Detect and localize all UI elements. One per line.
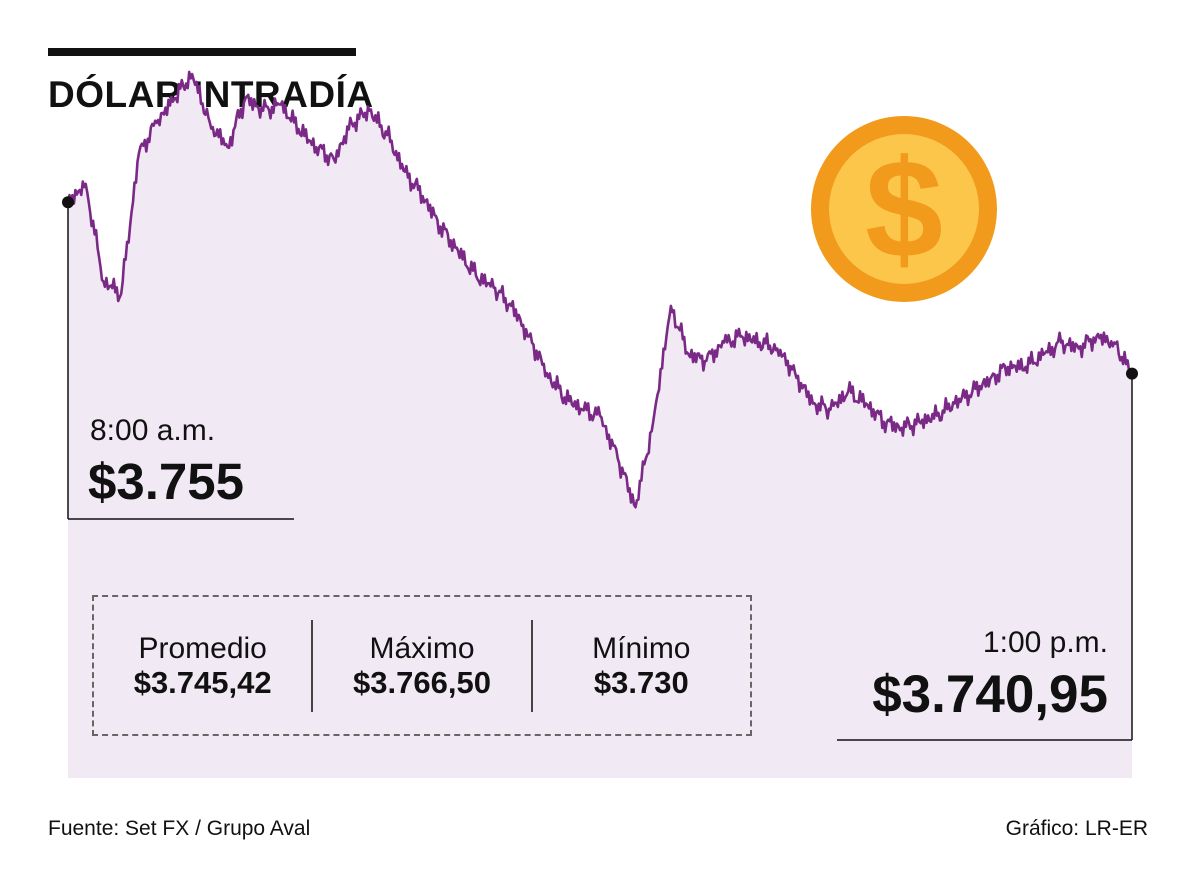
source-note: Fuente: Set FX / Grupo Aval xyxy=(48,817,311,840)
stat-max: Máximo $3.766,50 xyxy=(313,632,530,700)
price-area xyxy=(68,71,1132,778)
stat-min-label: Mínimo xyxy=(592,631,691,665)
stat-average-label: Promedio xyxy=(138,631,267,665)
stat-average: Promedio $3.745,42 xyxy=(94,632,311,700)
chart-title: DÓLAR INTRADÍA xyxy=(48,74,374,115)
start-point xyxy=(62,196,74,209)
stat-divider xyxy=(530,619,533,712)
stats-box: Promedio $3.745,42 Máximo $3.766,50 Míni… xyxy=(92,595,752,736)
stat-average-value: $3.745,42 xyxy=(133,664,272,700)
end-price-value: $3.740,95 xyxy=(872,665,1108,724)
stat-min-value: $3.730 xyxy=(593,664,689,700)
stat-max-value: $3.766,50 xyxy=(353,664,491,700)
dollar-coin-icon: $ xyxy=(811,116,997,302)
start-time-label: 8:00 a.m. xyxy=(90,414,216,447)
end-point xyxy=(1126,367,1138,380)
svg-text:$: $ xyxy=(865,130,943,287)
stat-min: Mínimo $3.730 xyxy=(533,632,750,700)
credit-note: Gráfico: LR-ER xyxy=(1005,817,1148,840)
stat-divider xyxy=(311,619,314,712)
stat-max-label: Máximo xyxy=(369,631,475,665)
end-time-label: 1:00 p.m. xyxy=(982,626,1108,659)
title-rule xyxy=(48,48,356,56)
start-price-value: $3.755 xyxy=(88,453,244,510)
price-line xyxy=(66,70,1133,509)
